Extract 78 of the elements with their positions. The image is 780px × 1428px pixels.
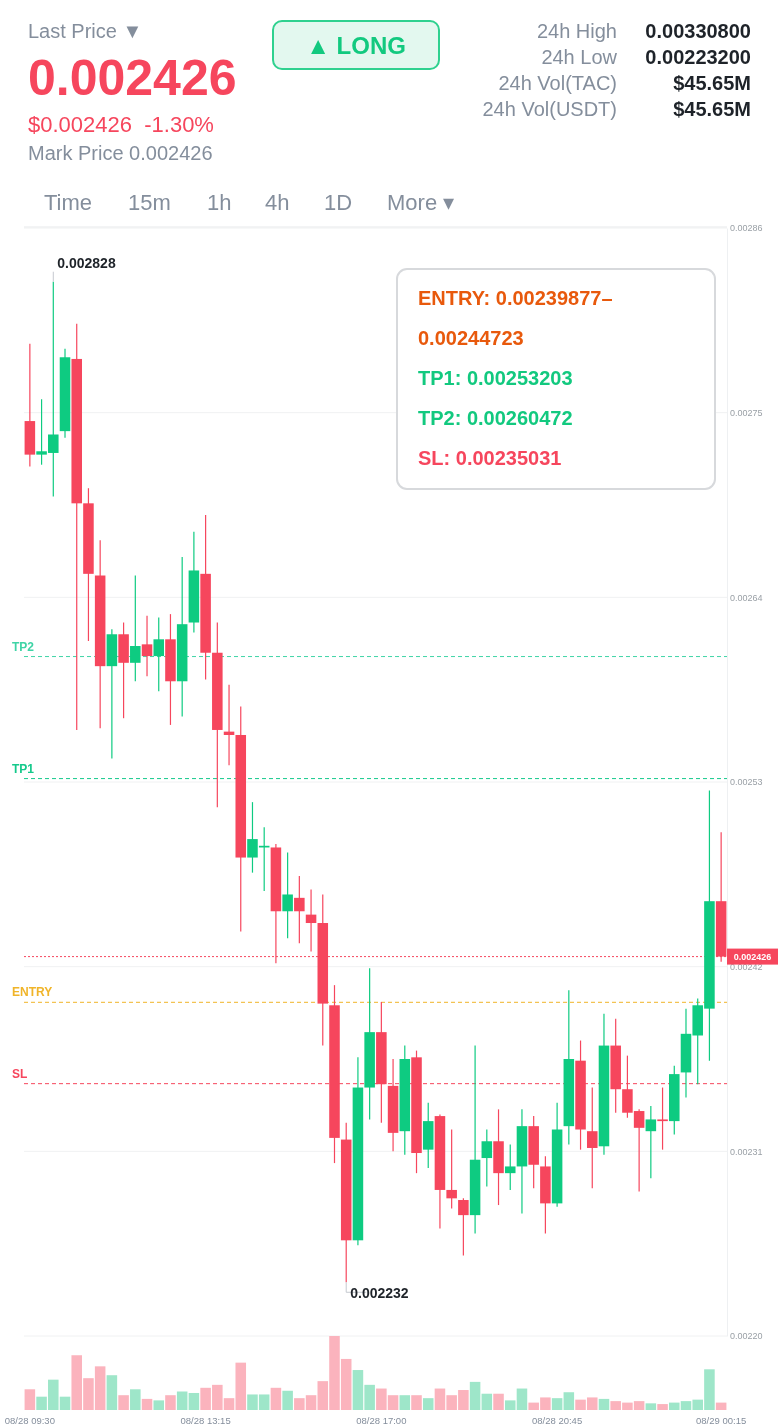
y-tick-label: 0.00275: [730, 408, 763, 419]
bar: [563, 1392, 575, 1410]
x-tick-label: 08/28 20:45: [532, 1415, 583, 1426]
bar: [165, 1395, 176, 1410]
candlestick: [294, 875, 305, 944]
bar: [551, 1398, 563, 1410]
x-tick-label: 08/29 00:15: [696, 1415, 747, 1426]
annotation: ENTRY: 0.00239877–0.00244723: [418, 287, 613, 349]
candlestick: [657, 1086, 668, 1151]
text: 24h Vol(TAC): [498, 72, 617, 94]
candlestick: [153, 616, 165, 692]
text: More ▾: [387, 190, 455, 215]
candlestick: [504, 1144, 516, 1191]
text: Mark Price 0.002426: [28, 142, 213, 164]
ref-line-label: TP1: [12, 761, 35, 776]
text: 4h: [265, 190, 290, 215]
text: Time: [44, 190, 93, 215]
y-tick-label: 0.00242: [730, 962, 763, 973]
bar: [282, 1390, 293, 1410]
text: 0.00223200: [645, 46, 751, 68]
bar: [493, 1393, 504, 1410]
bar: [598, 1398, 610, 1410]
annotation: SL: 0.00235031: [418, 447, 562, 469]
annotation: 0.002828: [57, 254, 116, 271]
candlestick: [305, 888, 317, 953]
bar: [399, 1395, 411, 1410]
y-tick-label: 0.00253: [730, 777, 763, 788]
bar: [106, 1375, 118, 1410]
candlestick: [446, 1128, 457, 1210]
bar: [411, 1395, 422, 1410]
bar: [645, 1403, 657, 1410]
bar: [188, 1392, 200, 1410]
ref-line-label: 0.002426: [733, 951, 772, 962]
bar: [130, 1389, 141, 1410]
bar: [657, 1404, 668, 1410]
bar: [715, 1402, 727, 1410]
bar: [270, 1387, 282, 1410]
candlestick: [458, 1197, 469, 1257]
y-tick-label: 0.00264: [730, 592, 763, 603]
text: $45.65M: [673, 98, 751, 120]
y-tick-label: 0.00220: [730, 1331, 763, 1342]
text: 0.002426: [28, 50, 237, 106]
text: 1D: [324, 190, 353, 215]
x-tick-label: 08/28 09:30: [4, 1415, 55, 1426]
y-tick-label: 0.00286: [730, 223, 763, 234]
x-tick-label: 08/28 13:15: [180, 1415, 231, 1426]
bar: [141, 1398, 153, 1410]
y-tick-label: 0.00231: [730, 1146, 763, 1157]
candlestick: [645, 1105, 657, 1179]
text: $0.002426 -1.30%: [28, 112, 214, 137]
bar: [118, 1395, 129, 1410]
long-button: ▲ LONG: [272, 20, 440, 70]
ref-line-label: ENTRY: [12, 985, 53, 1000]
text: 1h: [207, 190, 232, 215]
ref-line-label: SL: [12, 1066, 28, 1081]
text: 24h Vol(USDT): [482, 98, 617, 120]
text: Last Price ▼: [28, 20, 143, 42]
text: 24h High: [536, 20, 617, 42]
annotation: TP1: 0.00253203: [418, 367, 573, 389]
candlestick: [586, 1086, 598, 1189]
text: $45.65M: [673, 72, 751, 94]
ref-line-label: TP2: [12, 639, 35, 654]
text: 0.00330800: [645, 20, 751, 42]
annotation: 0.002232: [350, 1285, 409, 1302]
text: 24h Low: [541, 46, 618, 68]
bar: [422, 1398, 434, 1410]
bar: [469, 1381, 481, 1410]
candlestick: [141, 615, 153, 677]
annotation: TP2: 0.00260472: [418, 407, 573, 429]
candlestick: [282, 851, 293, 939]
candlestick: [481, 1128, 493, 1188]
bar: [481, 1393, 493, 1410]
bar: [153, 1400, 165, 1410]
bar: [24, 1389, 36, 1410]
text: 15m: [128, 190, 171, 215]
x-tick-label: 08/28 17:00: [356, 1415, 407, 1426]
bar: [176, 1391, 188, 1410]
candlestick: [130, 574, 141, 682]
